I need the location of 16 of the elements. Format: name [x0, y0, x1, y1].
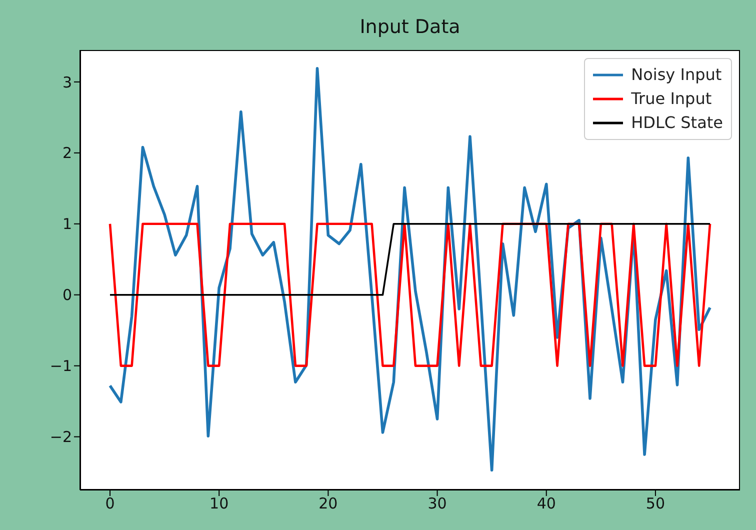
y-tick-label: 3: [62, 73, 72, 92]
x-tick-label: 0: [105, 494, 115, 513]
y-tick-label: 2: [62, 144, 72, 162]
x-tick-label: 10: [210, 494, 229, 513]
x-tick-label: 30: [428, 494, 447, 513]
y-tick-label: −2: [50, 428, 72, 446]
x-tick-label: 40: [536, 494, 556, 513]
x-tick-label: 20: [318, 494, 338, 513]
y-tick-label: 0: [62, 286, 72, 304]
legend-label: True Input: [631, 88, 712, 110]
y-tick-label: 1: [62, 215, 72, 234]
y-tick-label: −1: [50, 357, 72, 376]
legend-label: Noisy Input: [631, 64, 722, 86]
chart-title: Input Data: [358, 16, 462, 38]
x-tick-label: 50: [646, 494, 665, 513]
legend-label: HDLC State: [631, 112, 723, 134]
